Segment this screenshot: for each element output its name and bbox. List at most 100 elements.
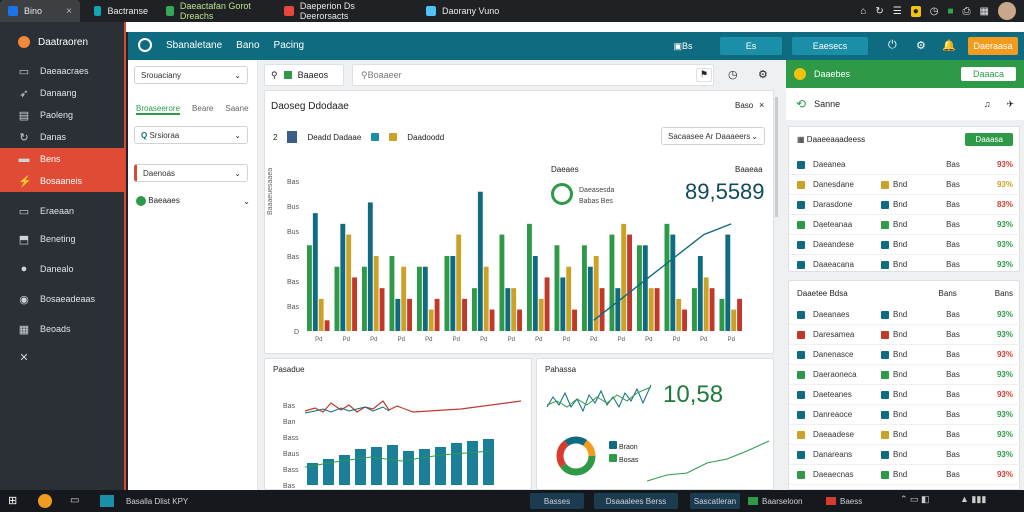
bar[interactable] xyxy=(389,256,395,331)
bar[interactable] xyxy=(593,256,599,331)
bar[interactable] xyxy=(527,223,532,331)
table-row[interactable]: Darasdone Bnd Bas 83% xyxy=(789,195,1021,215)
bar[interactable] xyxy=(422,266,428,331)
browser-tab[interactable]: Bactranse xyxy=(86,0,156,22)
close-icon[interactable]: × xyxy=(759,100,765,110)
header-button[interactable]: Eaesecs xyxy=(792,37,868,55)
bar[interactable] xyxy=(362,266,367,331)
column-header[interactable]: Bans xyxy=(994,288,1013,298)
toggle-row[interactable]: Baeaaes ⌄ xyxy=(136,196,250,206)
header-button[interactable]: Es xyxy=(720,37,782,55)
table-row[interactable]: Daeteanaa Bnd Bas 93% xyxy=(789,215,1021,235)
taskbar-item[interactable]: Baess xyxy=(826,493,862,509)
sidebar-item[interactable]: ➶ Danaang xyxy=(0,82,124,104)
bar[interactable] xyxy=(642,245,648,331)
column-header[interactable]: Bans xyxy=(938,288,957,298)
filter-tab[interactable]: Broaseerore xyxy=(136,104,181,115)
bar[interactable] xyxy=(505,288,511,331)
sidebar-item[interactable]: ● Danealo xyxy=(0,258,124,280)
settings-icon[interactable]: ⚙ xyxy=(758,69,768,81)
browser-tab[interactable]: Daeperion Ds Deerorsacts xyxy=(276,0,412,22)
select-dropdown[interactable]: Srouaciany ⌄ xyxy=(134,66,248,84)
bar[interactable] xyxy=(697,256,703,331)
tray-icon[interactable]: ⌃ ▭ ◧ xyxy=(900,494,930,504)
sidebar-item[interactable]: ▦ Beoads xyxy=(0,318,124,340)
table-row[interactable]: Daeanea Bas 93% xyxy=(789,155,1021,175)
bar[interactable] xyxy=(450,256,456,331)
bar[interactable] xyxy=(419,449,430,485)
home-icon[interactable]: ⌂ xyxy=(860,5,867,17)
bar[interactable] xyxy=(339,455,350,485)
bar[interactable] xyxy=(719,298,725,331)
notification-icon[interactable]: ● xyxy=(910,5,921,17)
browser-tab[interactable]: Bino × xyxy=(0,0,80,22)
bar[interactable] xyxy=(544,277,550,331)
table-row[interactable]: Daeaecnas Bnd Bas 93% xyxy=(789,465,1021,485)
bar[interactable] xyxy=(587,266,593,331)
plane-icon[interactable]: ✈ xyxy=(1006,98,1014,109)
series-dropdown[interactable]: Sacaasee Ar Daaaeers ⌄ xyxy=(661,127,765,145)
sidebar-item[interactable]: ↻ Danas xyxy=(0,126,124,148)
table-row[interactable]: Danesdane Bnd Bas 93% xyxy=(789,175,1021,195)
sidebar-item[interactable]: ▤ Paoleng xyxy=(0,104,124,126)
nav-home[interactable]: Bano xyxy=(236,39,260,51)
sidebar-item[interactable]: ▭ Eraeaan xyxy=(0,200,124,222)
bar[interactable] xyxy=(323,459,334,485)
bar[interactable] xyxy=(483,266,489,331)
taskbar-item[interactable]: Basses xyxy=(530,493,584,509)
bar[interactable] xyxy=(703,277,709,331)
bar[interactable] xyxy=(352,277,357,331)
bar[interactable] xyxy=(435,447,446,485)
bar[interactable] xyxy=(554,245,560,331)
tab-close-icon[interactable]: × xyxy=(66,5,72,17)
taskbar-item[interactable]: Sascatleran xyxy=(690,493,740,509)
grid-icon[interactable]: ▦ xyxy=(979,5,989,17)
bar[interactable] xyxy=(379,288,385,331)
bar[interactable] xyxy=(324,320,330,331)
bar[interactable] xyxy=(489,309,495,331)
bar[interactable] xyxy=(511,288,517,331)
bar[interactable] xyxy=(609,234,615,331)
tray-icon[interactable]: ▲ ▮▮▮ xyxy=(960,494,987,504)
power-icon[interactable]: ⏻ xyxy=(888,39,897,51)
cta-button[interactable]: Daeraasa xyxy=(968,37,1018,55)
bar[interactable] xyxy=(307,463,318,485)
bar[interactable] xyxy=(566,266,572,331)
select-dropdown[interactable]: Daenoas ⌄ xyxy=(134,164,248,182)
sidebar-item[interactable]: ▭ Daeaacraes xyxy=(0,60,124,82)
bar[interactable] xyxy=(346,234,352,331)
bar[interactable] xyxy=(444,256,450,331)
bar[interactable] xyxy=(517,309,522,331)
browser-icon[interactable] xyxy=(38,494,52,508)
taskbar-item[interactable]: Baarseloon xyxy=(748,493,802,509)
bar[interactable] xyxy=(621,223,627,331)
bar[interactable] xyxy=(582,245,587,331)
table-row[interactable]: Daeteanes Bnd Bas 93% xyxy=(789,385,1021,405)
clock-icon[interactable]: ◷ xyxy=(929,5,939,17)
sidebar-brand[interactable]: Daatraoren xyxy=(18,36,88,48)
bar[interactable] xyxy=(403,451,414,485)
table-row[interactable]: Danareans Bnd Bas 93% xyxy=(789,445,1021,465)
bar[interactable] xyxy=(407,298,412,331)
folder-icon[interactable]: ▭ xyxy=(70,495,80,506)
bar[interactable] xyxy=(387,445,398,485)
print-icon[interactable]: ⎙ xyxy=(962,5,971,17)
settings-icon[interactable]: ⚙ xyxy=(916,40,926,52)
browser-tab[interactable]: Daeactafan Gorot Dreachs xyxy=(158,0,272,22)
sidebar-item[interactable]: ⬒ Beneting xyxy=(0,228,124,250)
sidebar-item[interactable]: ✕ xyxy=(0,346,124,368)
menu-icon[interactable]: ☰ xyxy=(892,5,902,17)
taskbar-item[interactable]: Dsaaalees Berss xyxy=(594,493,678,509)
bar[interactable] xyxy=(355,449,366,485)
bar[interactable] xyxy=(318,298,324,331)
bar[interactable] xyxy=(401,266,407,331)
bar[interactable] xyxy=(456,234,462,331)
bar[interactable] xyxy=(428,309,434,331)
bar[interactable] xyxy=(373,256,379,331)
taskbar-app-label[interactable]: Basalla Dlist KPY xyxy=(126,496,189,506)
table-row[interactable]: Daeaadese Bnd Bas 93% xyxy=(789,425,1021,445)
table-row[interactable]: Daeanaes Bnd Bas 93% xyxy=(789,305,1021,325)
bar[interactable] xyxy=(709,288,715,331)
browser-tab[interactable]: Daorany Vuno xyxy=(418,0,508,22)
bar[interactable] xyxy=(560,277,566,331)
